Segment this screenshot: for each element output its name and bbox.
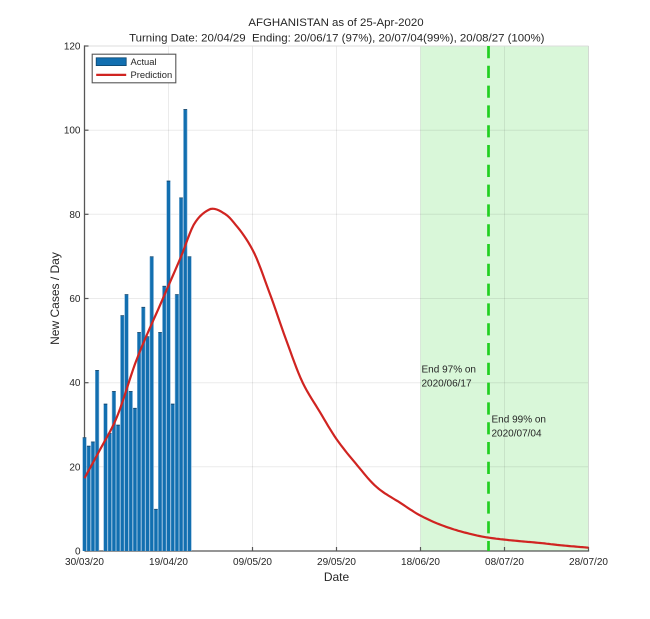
svg-text:New Cases / Day: New Cases / Day: [48, 252, 62, 345]
svg-text:Actual: Actual: [131, 56, 157, 67]
svg-text:20: 20: [69, 462, 81, 473]
svg-text:80: 80: [69, 210, 81, 221]
svg-text:120: 120: [64, 42, 81, 53]
svg-text:28/07/20: 28/07/20: [569, 557, 608, 568]
svg-text:Turning Date: 20/04/29 Ending: Turning Date: 20/04/29 Ending: 20/06/17 …: [129, 33, 545, 45]
svg-text:09/05/20: 09/05/20: [233, 557, 272, 568]
svg-text:29/05/20: 29/05/20: [317, 557, 356, 568]
svg-text:60: 60: [69, 294, 81, 305]
svg-text:Prediction: Prediction: [131, 69, 173, 80]
svg-text:18/06/20: 18/06/20: [401, 557, 440, 568]
svg-text:2020/07/04: 2020/07/04: [492, 428, 542, 439]
svg-text:100: 100: [64, 126, 81, 137]
svg-text:0: 0: [75, 547, 81, 558]
svg-text:End 97% on: End 97% on: [422, 365, 477, 376]
svg-text:End 99% on: End 99% on: [492, 415, 547, 426]
svg-text:19/04/20: 19/04/20: [149, 557, 188, 568]
svg-text:40: 40: [69, 378, 81, 389]
svg-text:AFGHANISTAN as of 25-Apr-2020: AFGHANISTAN as of 25-Apr-2020: [248, 17, 423, 29]
svg-text:30/03/20: 30/03/20: [65, 557, 104, 568]
svg-text:08/07/20: 08/07/20: [485, 557, 524, 568]
svg-text:2020/06/17: 2020/06/17: [422, 378, 472, 389]
svg-text:Date: Date: [324, 570, 350, 584]
